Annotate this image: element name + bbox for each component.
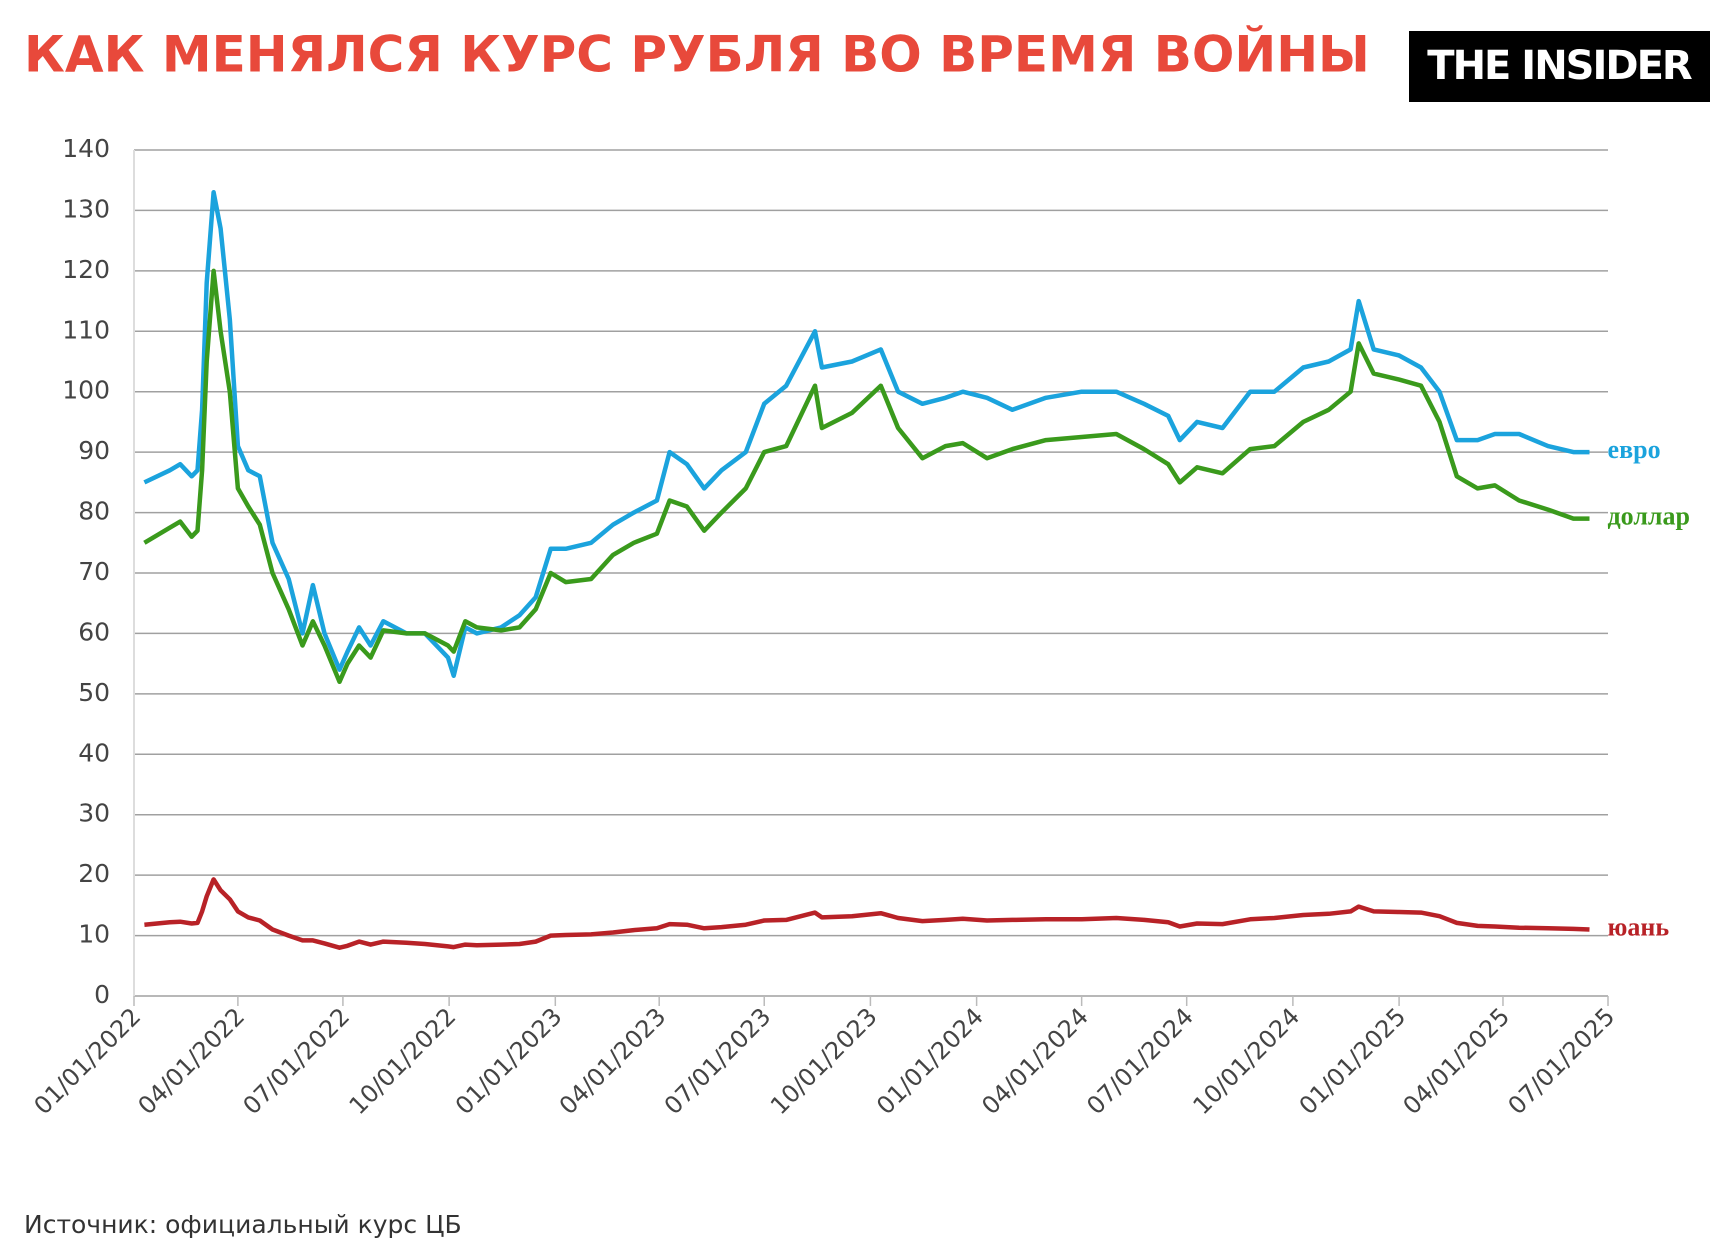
y-tick-label: 0 — [94, 980, 110, 1009]
series-line — [143, 268, 1590, 685]
x-tick-label: 04/01/2024 — [976, 1002, 1094, 1120]
x-tick-label: 01/01/2024 — [871, 1002, 989, 1120]
series-label: евро — [1608, 435, 1661, 464]
x-tick-label: 04/01/2025 — [1398, 1002, 1516, 1120]
y-tick-label: 10 — [78, 920, 110, 949]
y-tick-label: 90 — [78, 436, 110, 465]
y-tick-label: 140 — [62, 134, 110, 163]
series-line — [144, 877, 1590, 950]
x-tick-label: 01/01/2022 — [29, 1002, 147, 1120]
x-tick-label: 07/01/2024 — [1081, 1002, 1199, 1120]
x-tick-label: 07/01/2025 — [1503, 1002, 1621, 1120]
chart-title: КАК МЕНЯЛСЯ КУРС РУБЛЯ ВО ВРЕМЯ ВОЙНЫ — [24, 25, 1370, 84]
y-tick-label: 70 — [78, 557, 110, 586]
x-tick-label: 01/01/2023 — [450, 1002, 568, 1120]
x-tick-label: 04/01/2022 — [133, 1002, 251, 1120]
x-tick-label: 10/01/2023 — [765, 1002, 883, 1120]
x-tick-label: 10/01/2022 — [344, 1002, 462, 1120]
x-tick-label: 04/01/2023 — [554, 1002, 672, 1120]
y-tick-label: 30 — [78, 799, 110, 828]
x-tick-label: 01/01/2025 — [1294, 1002, 1412, 1120]
y-tick-label: 60 — [78, 617, 110, 646]
x-tick-label: 07/01/2023 — [659, 1002, 777, 1120]
logo: THE INSIDER — [1427, 43, 1692, 89]
y-tick-label: 120 — [62, 255, 110, 284]
x-tick-label: 10/01/2024 — [1188, 1002, 1306, 1120]
series-label: доллар — [1608, 502, 1690, 531]
y-tick-label: 80 — [78, 497, 110, 526]
y-tick-label: 110 — [62, 315, 110, 344]
logo-box — [1409, 31, 1710, 102]
series-label: юань — [1608, 912, 1670, 941]
y-tick-label: 50 — [78, 678, 110, 707]
x-tick-label: 07/01/2022 — [238, 1002, 356, 1120]
y-tick-label: 20 — [78, 859, 110, 888]
y-tick-label: 100 — [62, 376, 110, 405]
y-tick-label: 130 — [62, 194, 110, 223]
source: Источник: официальный курс ЦБ — [24, 1210, 462, 1239]
y-tick-label: 40 — [78, 738, 110, 767]
series-line — [143, 190, 1590, 678]
